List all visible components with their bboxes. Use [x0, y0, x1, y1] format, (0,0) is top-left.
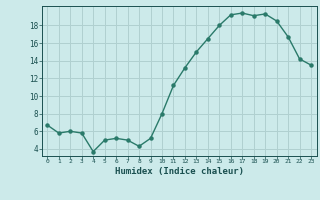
X-axis label: Humidex (Indice chaleur): Humidex (Indice chaleur): [115, 167, 244, 176]
